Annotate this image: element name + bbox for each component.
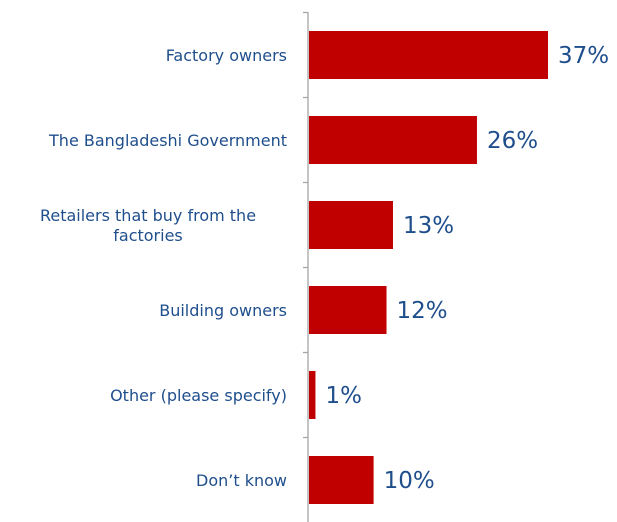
bar — [309, 371, 316, 419]
category-label-line: The Bangladeshi Government — [48, 131, 287, 150]
category-label: The Bangladeshi Government — [48, 131, 287, 150]
bar-value-label: 10% — [384, 468, 435, 494]
category-label: Factory owners — [166, 46, 287, 65]
chart-bars — [309, 31, 549, 504]
bar-value-label: 13% — [403, 213, 454, 239]
bar-value-label: 1% — [325, 383, 362, 409]
category-label-line: Other (please specify) — [110, 386, 287, 405]
bar — [309, 31, 549, 79]
category-label-line: Retailers that buy from the — [40, 206, 256, 225]
bar — [309, 201, 393, 249]
category-label: Retailers that buy from the factories — [40, 206, 256, 245]
chart-axis — [303, 11, 309, 522]
bar — [309, 116, 477, 164]
bar-value-label: 26% — [487, 128, 538, 154]
category-label-line: Don’t know — [196, 471, 287, 490]
bar-value-label: 37% — [558, 43, 609, 69]
category-label-line: factories — [113, 226, 183, 245]
category-label: Other (please specify) — [110, 386, 287, 405]
bar — [309, 456, 374, 504]
category-label-line: Building owners — [159, 301, 287, 320]
bar — [309, 286, 387, 334]
category-label: Don’t know — [196, 471, 287, 490]
chart-labels: 37% Factory owners 26% The Bangladeshi Gove… — [40, 43, 609, 494]
category-label-line: Factory owners — [166, 46, 287, 65]
bar-value-label: 12% — [397, 298, 448, 324]
category-label: Building owners — [159, 301, 287, 320]
